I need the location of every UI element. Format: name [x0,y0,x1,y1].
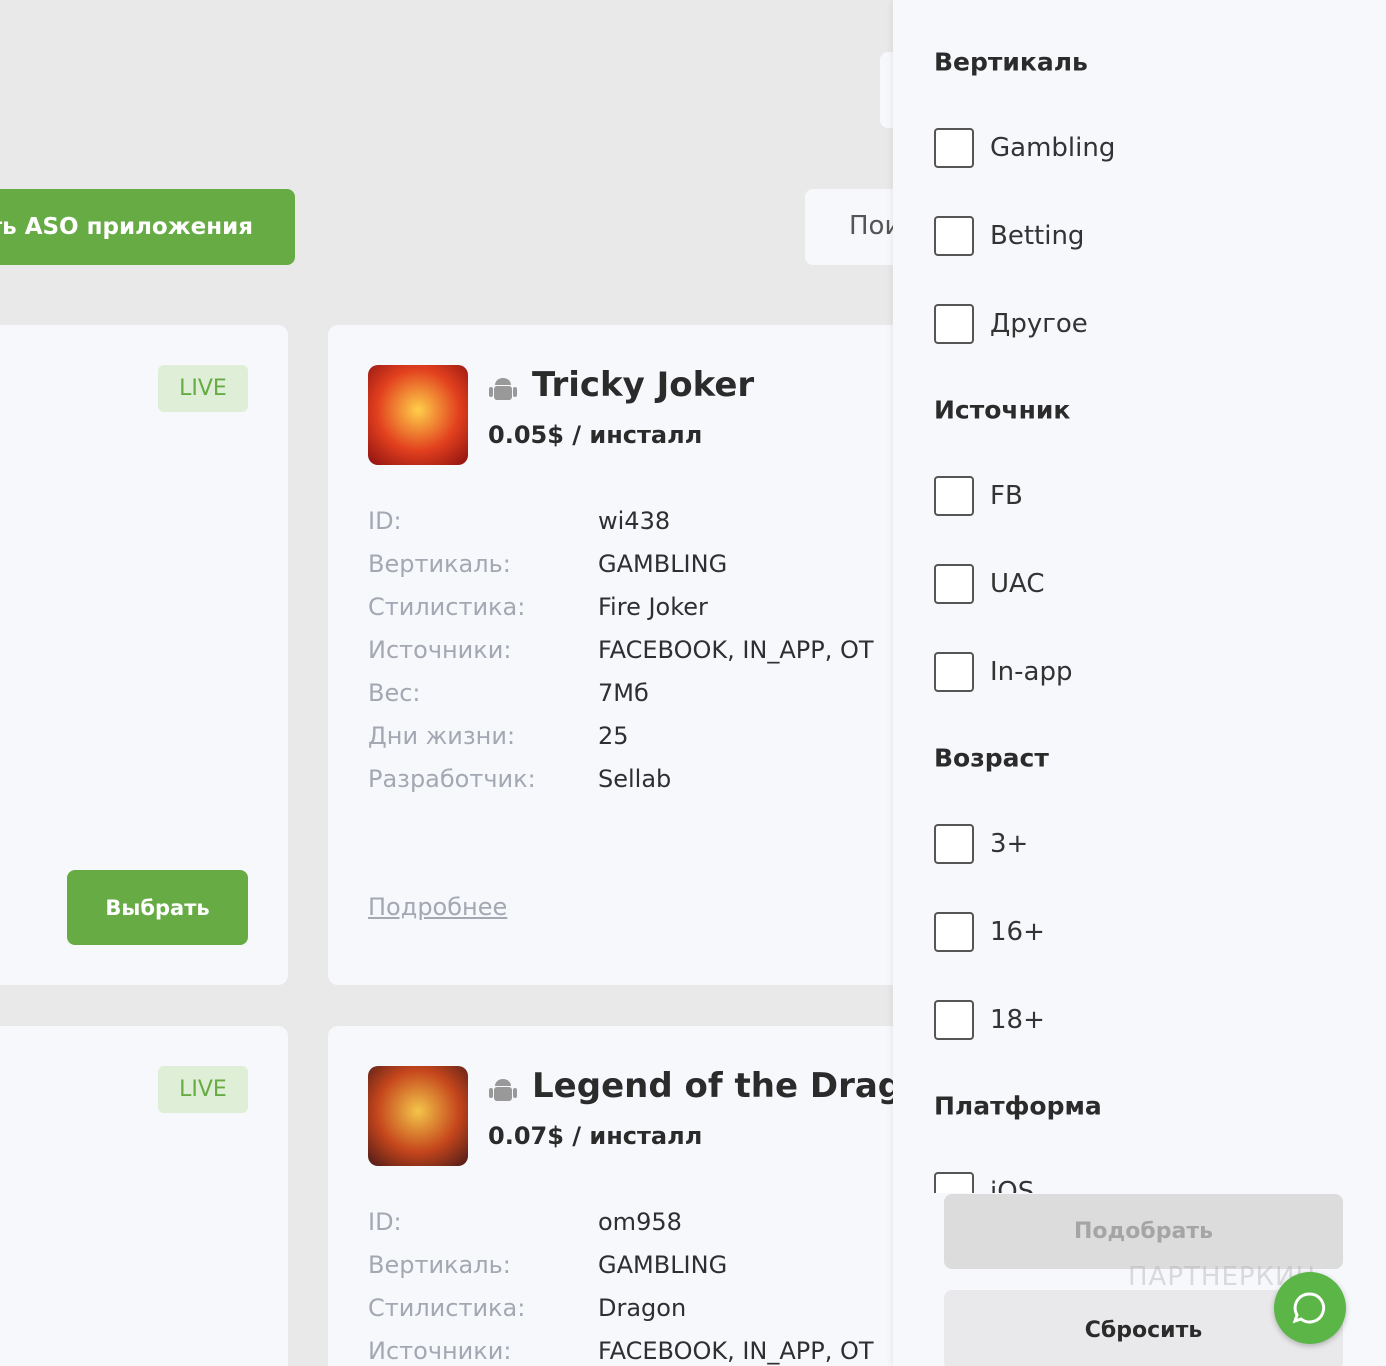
checkbox[interactable] [934,824,974,864]
android-svg [489,378,517,400]
checkbox[interactable] [934,1172,974,1193]
field-label: Стилистика: [368,1294,526,1322]
option-label: Gambling [990,133,1116,163]
android-icon [488,1076,518,1110]
field-value: om958 [598,1208,682,1236]
section-title: Возраст [934,743,1049,773]
live-badge: LIVE [158,1066,248,1113]
app-icon [368,1066,468,1166]
section-title: Вертикаль [934,47,1088,77]
aso-button[interactable]: Подобрать ASO приложения [0,189,295,265]
field-value: GAMBLING [598,1251,728,1279]
checkbox[interactable] [934,304,974,344]
option-label: 3+ [990,829,1029,859]
field-label: Вес: [368,679,421,707]
field-label: Стилистика: [368,593,526,621]
field-label: Источники: [368,1337,512,1365]
field-value: 25 [598,722,629,750]
app-title: Legend of the Drago [532,1066,926,1106]
checkbox[interactable] [934,128,974,168]
field-label: ID: [368,507,402,535]
option-label: iOS [990,1177,1035,1193]
checkbox[interactable] [934,1000,974,1040]
field-value: wi438 [598,507,671,535]
live-badge: LIVE [158,365,248,412]
field-value: GAMBLING [598,550,728,578]
option-label: Betting [990,221,1085,251]
aso-button-label: Подобрать ASO приложения [0,214,253,240]
option-label: 18+ [990,1005,1045,1035]
field-value: 7Мб [598,679,649,707]
android-icon [488,375,518,409]
select-button[interactable]: Выбрать [67,870,248,945]
field-label: ID: [368,1208,402,1236]
chat-icon [1292,1292,1326,1324]
field-label: Дни жизни: [368,722,516,750]
field-label: Вертикаль: [368,550,511,578]
filter-panel: Вертикаль Gambling Betting Другое Источник FB… [893,0,1386,1366]
field-label: Разработчик: [368,765,536,793]
field-label: Вертикаль: [368,1251,511,1279]
side-card: LIVE [0,1026,288,1366]
chat-button[interactable] [1274,1272,1346,1344]
checkbox[interactable] [934,216,974,256]
filter-list: Вертикаль Gambling Betting Другое Источник FB… [893,0,1386,1193]
checkbox[interactable] [934,652,974,692]
option-label: FB [990,481,1023,511]
checkbox[interactable] [934,564,974,604]
option-label: In-app [990,657,1073,687]
app-price: 0.05$ / инсталл [488,421,703,449]
android-svg [489,1079,517,1101]
apply-button[interactable]: Подобрать [944,1194,1343,1269]
app-title: Tricky Joker [532,365,755,405]
field-label: Источники: [368,636,512,664]
section-title: Платформа [934,1091,1102,1121]
checkbox[interactable] [934,912,974,952]
field-value: Dragon [598,1294,687,1322]
side-card: LIVE Выбрать [0,325,288,985]
option-label: 16+ [990,917,1045,947]
more-link[interactable]: Подробнее [368,893,508,921]
field-value: Sellab [598,765,672,793]
field-value: FACEBOOK, IN_APP, OT [598,1337,874,1365]
option-label: UAC [990,569,1045,599]
app-icon [368,365,468,465]
field-value: Fire Joker [598,593,708,621]
field-value: FACEBOOK, IN_APP, OT [598,636,874,664]
option-label: Другое [990,309,1088,339]
checkbox[interactable] [934,476,974,516]
app-price: 0.07$ / инсталл [488,1122,703,1150]
section-title: Источник [934,395,1071,425]
